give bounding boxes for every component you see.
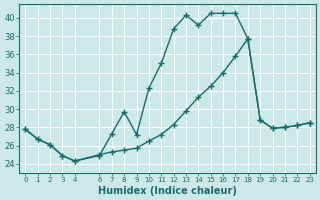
X-axis label: Humidex (Indice chaleur): Humidex (Indice chaleur): [98, 186, 237, 196]
